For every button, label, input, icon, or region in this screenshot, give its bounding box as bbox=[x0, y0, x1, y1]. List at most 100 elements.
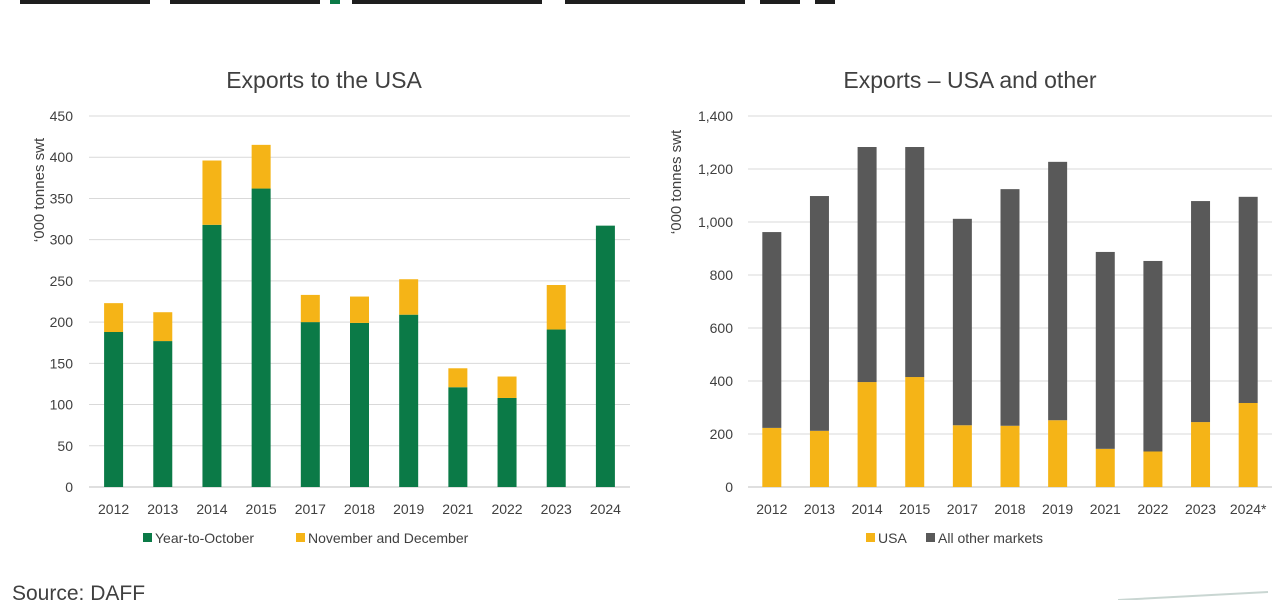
x-tick-label: 2021 bbox=[442, 501, 473, 517]
y-axis-label: ‘000 tonnes swt bbox=[31, 137, 48, 242]
x-tick-label: 2018 bbox=[994, 501, 1025, 517]
bar-year-to-october-2024 bbox=[595, 225, 615, 487]
x-tick-label: 2022 bbox=[491, 501, 522, 517]
bar-november-and-december-2012 bbox=[104, 303, 124, 333]
y-tick-label: 100 bbox=[50, 397, 74, 413]
x-tick-label: 2023 bbox=[541, 501, 572, 517]
y-tick-label: 450 bbox=[50, 108, 74, 124]
legend-label: USA bbox=[878, 530, 907, 546]
y-tick-label: 1,400 bbox=[698, 108, 733, 124]
bar-usa-2018 bbox=[1000, 425, 1020, 487]
bar-all-other-markets-2015 bbox=[905, 147, 925, 378]
x-tick-label: 2014 bbox=[196, 501, 227, 517]
decorative-line bbox=[1118, 591, 1269, 600]
legend-swatch bbox=[296, 533, 305, 542]
legend-label: November and December bbox=[308, 530, 469, 546]
y-tick-label: 200 bbox=[710, 426, 734, 442]
bar-november-and-december-2022 bbox=[497, 376, 517, 398]
legend-label: Year-to-October bbox=[155, 530, 254, 546]
bar-usa-2023 bbox=[1191, 422, 1211, 487]
bar-usa-2014 bbox=[857, 382, 877, 487]
x-tick-label: 2017 bbox=[295, 501, 326, 517]
y-tick-label: 400 bbox=[710, 373, 734, 389]
y-tick-label: 400 bbox=[50, 149, 74, 165]
bar-usa-2022 bbox=[1143, 451, 1163, 487]
bar-november-and-december-2013 bbox=[153, 312, 173, 342]
legend: USA All other markets bbox=[866, 530, 1043, 546]
y-axis-grid: 0 50 100 150 200 250 300 350 400 450 bbox=[50, 108, 630, 495]
x-tick-label: 2022 bbox=[1137, 501, 1168, 517]
bar-year-to-october-2017 bbox=[300, 322, 320, 487]
bar-all-other-markets-2017 bbox=[952, 218, 972, 426]
bar-all-other-markets-2023 bbox=[1191, 201, 1211, 423]
legend-swatch bbox=[926, 533, 935, 542]
x-tick-label: 2014 bbox=[852, 501, 883, 517]
bar-november-and-december-2017 bbox=[300, 294, 320, 323]
bar-usa-2017 bbox=[952, 425, 972, 487]
bar-usa-2012 bbox=[762, 427, 782, 487]
chart-exports-to-usa: Exports to the USA ‘000 tonnes swt 0 50 10… bbox=[0, 0, 640, 570]
y-tick-label: 150 bbox=[50, 355, 74, 371]
bar-november-and-december-2014 bbox=[202, 160, 222, 225]
bar-year-to-october-2013 bbox=[153, 341, 173, 487]
chart-title: Exports to the USA bbox=[226, 67, 422, 93]
x-tick-label: 2023 bbox=[1185, 501, 1216, 517]
bar-usa-2013 bbox=[809, 430, 829, 487]
bar-usa-2021 bbox=[1095, 448, 1115, 487]
chart-exports-usa-and-other: Exports – USA and other ‘000 tonnes swt … bbox=[640, 0, 1278, 570]
y-tick-label: 1,000 bbox=[698, 214, 733, 230]
y-tick-label: 250 bbox=[50, 273, 74, 289]
legend-label: All other markets bbox=[938, 530, 1043, 546]
bar-year-to-october-2021 bbox=[448, 387, 468, 487]
y-tick-label: 50 bbox=[57, 438, 73, 454]
bar-all-other-markets-2024 bbox=[1238, 196, 1258, 403]
bar-november-and-december-2018 bbox=[350, 296, 369, 323]
x-tick-label: 2024 bbox=[590, 501, 621, 517]
bar-november-and-december-2021 bbox=[448, 368, 468, 388]
legend: Year-to-October November and December bbox=[143, 530, 469, 546]
bar-year-to-october-2019 bbox=[399, 314, 419, 487]
y-tick-label: 800 bbox=[710, 267, 734, 283]
bar-november-and-december-2015 bbox=[251, 144, 271, 189]
chart-exports-to-usa-svg: Exports to the USA ‘000 tonnes swt 0 50 10… bbox=[31, 67, 630, 546]
bar-year-to-october-2012 bbox=[104, 332, 124, 487]
bar-year-to-october-2022 bbox=[497, 397, 517, 487]
bars bbox=[762, 147, 1258, 487]
y-axis-grid: 0 200 400 600 800 1,000 1,200 1,400 bbox=[698, 108, 1272, 495]
bar-year-to-october-2018 bbox=[350, 322, 369, 487]
bar-usa-2019 bbox=[1048, 420, 1068, 487]
x-tick-label: 2015 bbox=[899, 501, 930, 517]
x-tick-label: 2019 bbox=[393, 501, 424, 517]
y-tick-label: 1,200 bbox=[698, 161, 733, 177]
bar-year-to-october-2015 bbox=[251, 188, 271, 487]
bar-year-to-october-2023 bbox=[546, 329, 566, 487]
bar-all-other-markets-2012 bbox=[762, 232, 782, 428]
chart-title: Exports – USA and other bbox=[843, 67, 1096, 93]
x-tick-label: 2012 bbox=[98, 501, 129, 517]
y-axis-label: ‘000 tonnes swt bbox=[668, 129, 685, 234]
bars bbox=[104, 144, 615, 487]
bar-year-to-october-2014 bbox=[202, 224, 222, 487]
bar-all-other-markets-2013 bbox=[809, 196, 829, 431]
bar-all-other-markets-2021 bbox=[1095, 251, 1115, 449]
y-tick-label: 350 bbox=[50, 190, 74, 206]
x-tick-label: 2013 bbox=[147, 501, 178, 517]
bar-all-other-markets-2018 bbox=[1000, 189, 1020, 426]
y-tick-label: 0 bbox=[65, 479, 73, 495]
x-tick-label: 2013 bbox=[804, 501, 835, 517]
y-tick-label: 200 bbox=[50, 314, 74, 330]
x-tick-label: 2021 bbox=[1090, 501, 1121, 517]
legend-swatch bbox=[866, 533, 875, 542]
bar-usa-2015 bbox=[905, 377, 925, 487]
bar-november-and-december-2019 bbox=[399, 279, 419, 315]
bar-all-other-markets-2014 bbox=[857, 147, 877, 383]
legend-swatch bbox=[143, 533, 152, 542]
bar-all-other-markets-2019 bbox=[1048, 161, 1068, 421]
x-tick-label: 2017 bbox=[947, 501, 978, 517]
chart-exports-usa-and-other-svg: Exports – USA and other ‘000 tonnes swt … bbox=[668, 67, 1272, 546]
cropped-header-strip bbox=[0, 0, 1278, 8]
bar-all-other-markets-2022 bbox=[1143, 260, 1163, 452]
x-tick-label: 2018 bbox=[344, 501, 375, 517]
x-tick-label: 2012 bbox=[756, 501, 787, 517]
bar-november-and-december-2023 bbox=[546, 285, 566, 330]
